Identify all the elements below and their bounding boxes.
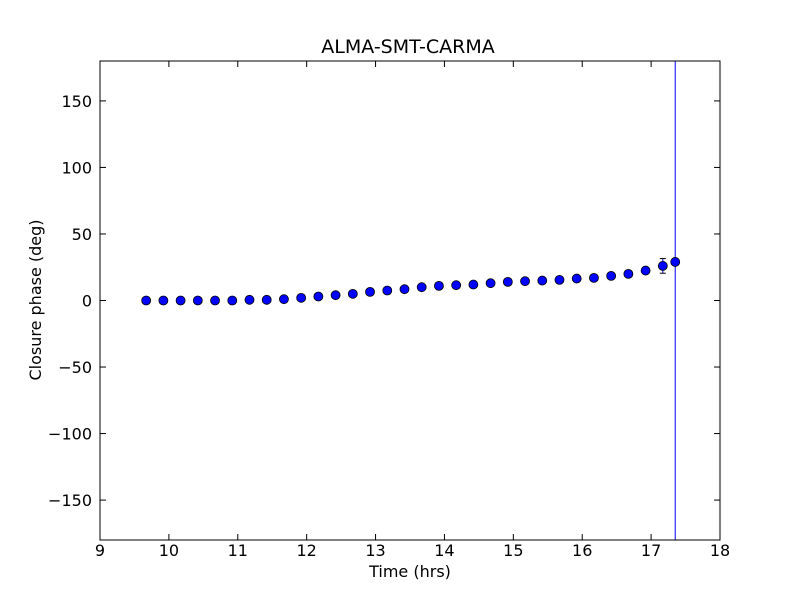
y-tick-label: 100 bbox=[61, 158, 92, 177]
x-axis-label: Time (hrs) bbox=[368, 562, 451, 581]
y-tick-label: −50 bbox=[58, 358, 92, 377]
data-point bbox=[416, 282, 427, 293]
data-point bbox=[330, 290, 341, 301]
data-point bbox=[365, 286, 375, 297]
data-point bbox=[279, 294, 289, 305]
data-point bbox=[313, 291, 324, 302]
x-tick-label: 18 bbox=[710, 541, 730, 560]
y-axis-label: Closure phase (deg) bbox=[26, 219, 45, 380]
x-tick-label: 13 bbox=[365, 541, 385, 560]
data-point bbox=[158, 295, 169, 306]
y-tick-label: 50 bbox=[72, 225, 92, 244]
data-point bbox=[399, 284, 410, 295]
x-tick-label: 10 bbox=[159, 541, 179, 560]
x-tick-label: 9 bbox=[95, 541, 105, 560]
data-point bbox=[520, 276, 530, 287]
data-point bbox=[261, 294, 272, 305]
data-point bbox=[554, 274, 565, 285]
data-point bbox=[451, 280, 462, 291]
data-point bbox=[606, 270, 617, 281]
x-tick-label: 11 bbox=[228, 541, 248, 560]
x-tick-label: 14 bbox=[434, 541, 454, 560]
data-point bbox=[227, 295, 238, 306]
x-tick-label: 16 bbox=[572, 541, 592, 560]
data-point bbox=[244, 294, 255, 305]
y-tick-label: −100 bbox=[48, 425, 92, 444]
data-point bbox=[623, 268, 634, 279]
plot-area bbox=[141, 61, 681, 540]
data-point bbox=[589, 272, 599, 283]
data-point bbox=[434, 280, 444, 291]
data-point bbox=[502, 276, 513, 287]
data-point bbox=[210, 295, 220, 306]
y-tick-label: 0 bbox=[82, 292, 92, 311]
x-tick-label: 17 bbox=[641, 541, 661, 560]
data-point bbox=[175, 295, 186, 306]
y-tick-label: −150 bbox=[48, 491, 92, 510]
data-point bbox=[141, 295, 152, 306]
data-point bbox=[640, 265, 651, 276]
plot-frame bbox=[99, 60, 721, 541]
data-point bbox=[670, 257, 681, 267]
data-point bbox=[537, 275, 548, 286]
data-point bbox=[657, 261, 668, 271]
data-point bbox=[468, 279, 479, 290]
data-point bbox=[571, 273, 582, 284]
data-point bbox=[382, 285, 393, 296]
chart-title: ALMA-SMT-CARMA bbox=[321, 36, 494, 58]
axis-ticks: 9 10 11 12 13 14 15 16 17 18 −150 −100 −50 0 50 100 150 bbox=[48, 61, 730, 560]
x-tick-label: 12 bbox=[296, 541, 316, 560]
data-point bbox=[347, 288, 358, 299]
data-point bbox=[192, 295, 203, 306]
data-point bbox=[485, 278, 496, 289]
x-tick-label: 15 bbox=[503, 541, 523, 560]
y-tick-label: 150 bbox=[61, 92, 92, 111]
data-point bbox=[296, 292, 307, 303]
